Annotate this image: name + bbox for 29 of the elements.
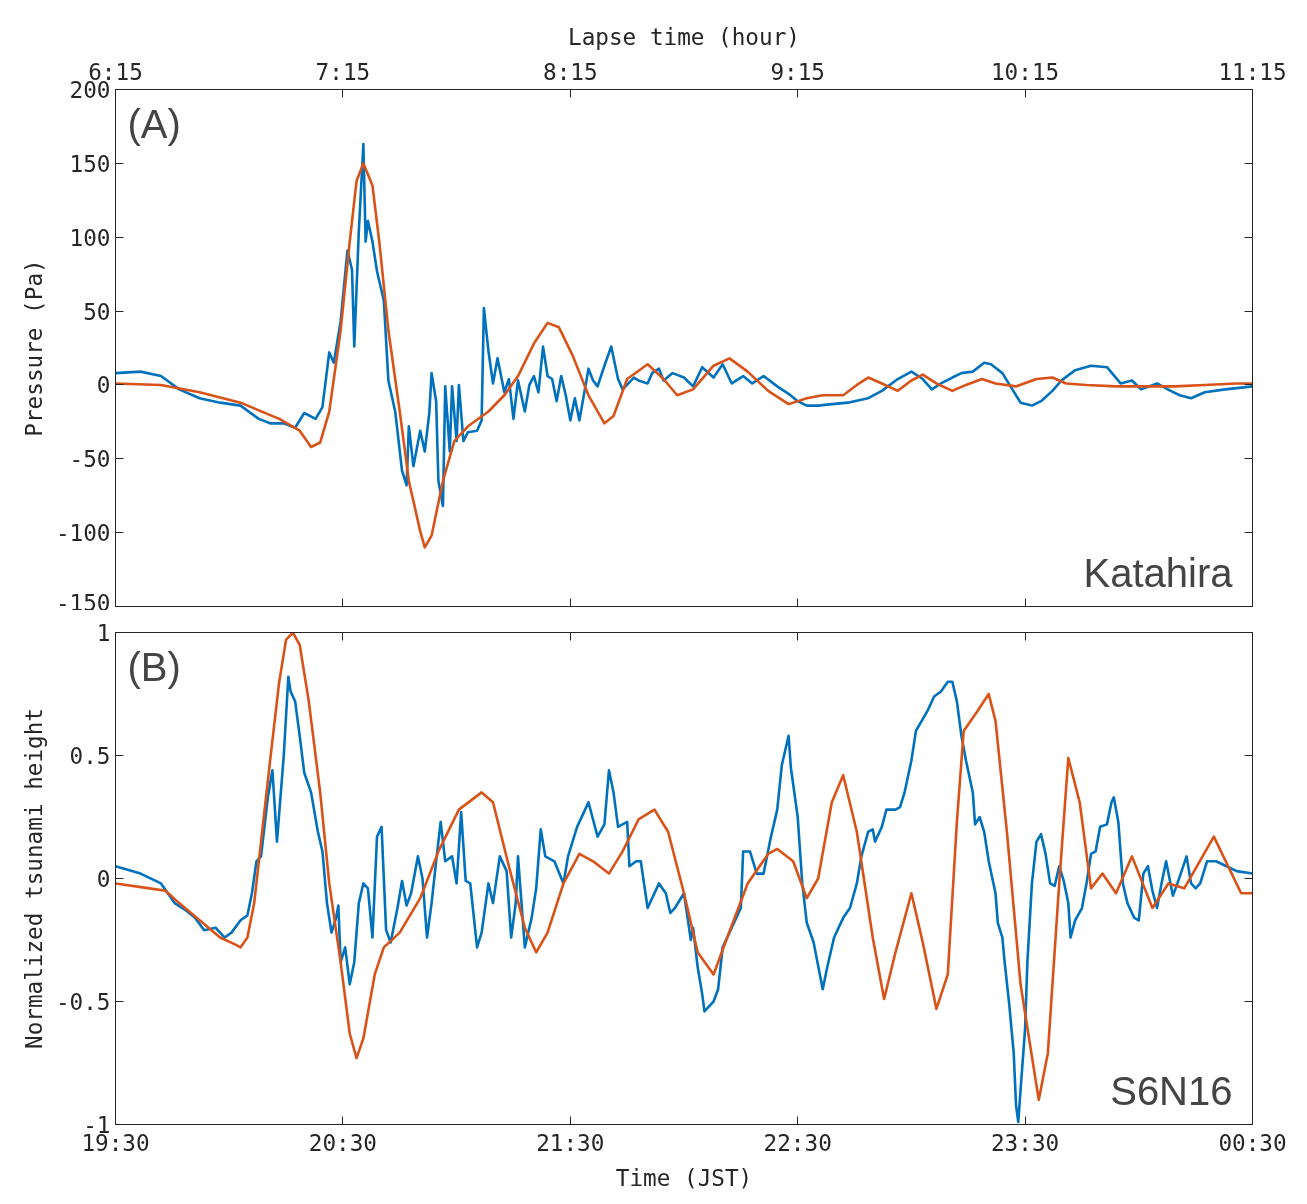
x-tick-label: 11:15: [1218, 58, 1287, 85]
y-axis-title: Normalized tsunami height: [20, 707, 47, 1049]
y-tick-label: -50: [69, 446, 111, 473]
y-tick-label: 1: [96, 620, 111, 646]
x-tick-label: 7:15: [315, 58, 371, 85]
annotation: (B): [127, 644, 181, 689]
x-tick-label: 9:15: [770, 58, 825, 85]
annotation: S6N16: [1110, 1068, 1233, 1113]
y-tick-label: -150: [55, 589, 111, 616]
y-tick-label: -0.5: [55, 989, 111, 1015]
x-tick-label: 22:30: [763, 1129, 832, 1156]
y-tick-label: -100: [55, 520, 111, 547]
y-tick-label: 150: [69, 150, 111, 177]
y-tick-label: 0: [96, 866, 111, 892]
x-tick-label: 00:30: [1218, 1129, 1287, 1156]
y-axis-title: Pressure (Pa): [20, 259, 47, 437]
x-axis-title: Lapse time (hour): [568, 23, 800, 50]
x-tick-label: 8:15: [543, 58, 598, 85]
x-tick-label: 20:30: [308, 1129, 377, 1156]
y-tick-label: 100: [69, 224, 111, 251]
x-axis-title: Time (JST): [615, 1164, 753, 1191]
annotation: (A): [127, 101, 181, 146]
x-tick-label: 21:30: [536, 1129, 605, 1156]
x-tick-label: 10:15: [991, 58, 1060, 85]
y-tick-label: 0.5: [69, 743, 111, 769]
y-tick-label: 50: [83, 298, 111, 325]
x-tick-label: 23:30: [991, 1129, 1060, 1156]
y-tick-label: 0: [96, 372, 111, 399]
annotation: Katahira: [1083, 550, 1234, 595]
